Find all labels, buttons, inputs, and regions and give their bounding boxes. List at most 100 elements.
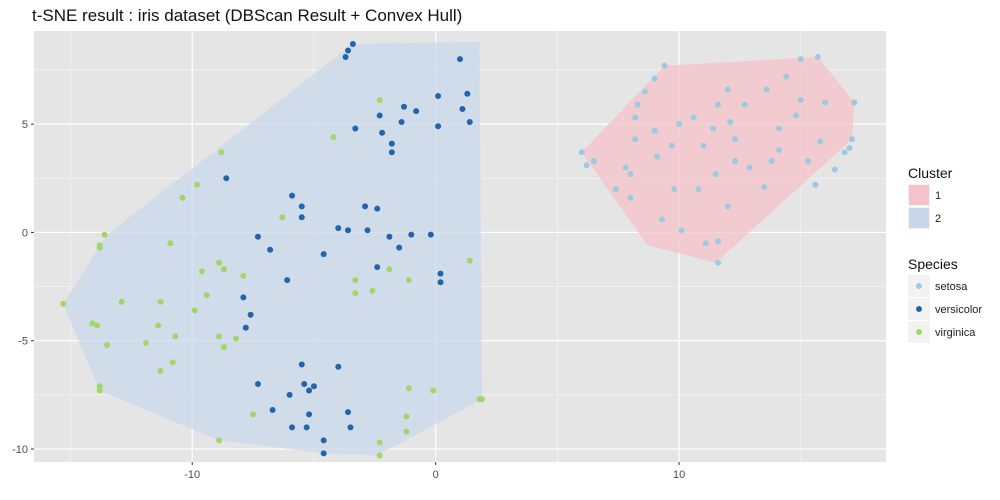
point-versicolor — [345, 409, 352, 416]
x-tick-label: 10 — [673, 469, 685, 481]
point-virginica — [191, 307, 198, 314]
point-versicolor — [240, 294, 247, 301]
point-setosa — [732, 136, 739, 143]
point-virginica — [218, 149, 225, 156]
point-virginica — [169, 359, 176, 366]
point-versicolor — [466, 118, 473, 125]
point-setosa — [822, 99, 829, 106]
point-setosa — [715, 238, 722, 245]
y-tick-label: 5 — [22, 119, 28, 131]
point-virginica — [403, 428, 410, 435]
point-virginica — [352, 277, 359, 284]
point-versicolor — [345, 227, 352, 234]
point-setosa — [783, 73, 790, 80]
point-virginica — [60, 300, 67, 307]
chart-title: t-SNE result : iris dataset (DBScan Resu… — [32, 6, 463, 25]
point-virginica — [240, 272, 247, 279]
point-versicolor — [342, 53, 349, 60]
point-setosa — [578, 149, 585, 156]
point-versicolor — [362, 203, 369, 210]
point-versicolor — [320, 251, 327, 258]
legend-cluster-title: Cluster — [908, 165, 953, 181]
point-setosa — [727, 118, 734, 125]
point-virginica — [376, 439, 383, 446]
legend-species-label-setosa: setosa — [935, 281, 968, 293]
point-setosa — [710, 125, 717, 132]
point-setosa — [627, 194, 634, 201]
point-setosa — [659, 216, 666, 223]
point-virginica — [101, 231, 108, 238]
point-virginica — [405, 277, 412, 284]
point-virginica — [89, 320, 96, 327]
point-setosa — [805, 157, 812, 164]
point-virginica — [216, 333, 223, 340]
point-setosa — [724, 203, 731, 210]
point-virginica — [376, 97, 383, 104]
point-versicolor — [388, 149, 395, 156]
x-tick-label: -10 — [184, 469, 200, 481]
point-virginica — [369, 287, 376, 294]
point-setosa — [846, 144, 853, 151]
legend-species-label-virginica: virginica — [935, 327, 976, 339]
point-setosa — [831, 166, 838, 173]
point-setosa — [634, 101, 641, 108]
x-tick-label: 0 — [433, 469, 439, 481]
point-virginica — [155, 322, 162, 329]
point-virginica — [216, 259, 223, 266]
point-setosa — [817, 138, 824, 145]
point-versicolor — [345, 47, 352, 54]
point-versicolor — [396, 244, 403, 251]
point-versicolor — [349, 40, 356, 47]
legend-cluster-swatch-1 — [909, 185, 929, 205]
point-virginica — [233, 335, 240, 342]
point-versicolor — [335, 225, 342, 232]
point-versicolor — [374, 264, 381, 271]
point-versicolor — [286, 391, 293, 398]
point-virginica — [104, 342, 111, 349]
legend-species-title: Species — [908, 256, 958, 272]
point-versicolor — [408, 231, 415, 238]
point-versicolor — [306, 387, 313, 394]
point-versicolor — [298, 203, 305, 210]
point-setosa — [612, 186, 619, 193]
axis-tick-labels: -10 0 10 -10 -5 0 5 — [12, 119, 685, 481]
point-virginica — [172, 333, 179, 340]
point-versicolor — [298, 214, 305, 221]
point-versicolor — [386, 233, 393, 240]
legend-species-swatch-setosa — [916, 283, 922, 289]
point-setosa — [678, 227, 685, 234]
point-setosa — [841, 149, 848, 156]
point-versicolor — [223, 175, 230, 182]
point-setosa — [668, 142, 675, 149]
point-versicolor — [320, 437, 327, 444]
point-virginica — [179, 194, 186, 201]
point-virginica — [94, 322, 101, 329]
point-versicolor — [398, 118, 405, 125]
point-setosa — [724, 86, 731, 93]
point-virginica — [466, 257, 473, 264]
point-virginica — [157, 368, 164, 375]
point-virginica — [96, 244, 103, 251]
point-setosa — [661, 62, 668, 69]
point-versicolor — [254, 381, 261, 388]
point-versicolor — [388, 140, 395, 147]
point-virginica — [352, 290, 359, 297]
point-setosa — [761, 183, 768, 190]
point-versicolor — [289, 192, 296, 199]
point-virginica — [386, 266, 393, 273]
point-setosa — [632, 136, 639, 143]
point-virginica — [403, 413, 410, 420]
point-setosa — [792, 112, 799, 119]
point-virginica — [376, 452, 383, 459]
y-tick-label: -10 — [12, 444, 28, 456]
point-versicolor — [335, 363, 342, 370]
axis-ticks — [31, 123, 680, 465]
point-setosa — [654, 153, 661, 160]
legend-species-label-versicolor: versicolor — [935, 304, 982, 316]
point-versicolor — [347, 424, 354, 431]
point-versicolor — [310, 383, 317, 390]
point-versicolor — [269, 407, 276, 414]
point-setosa — [775, 125, 782, 132]
point-setosa — [741, 101, 748, 108]
